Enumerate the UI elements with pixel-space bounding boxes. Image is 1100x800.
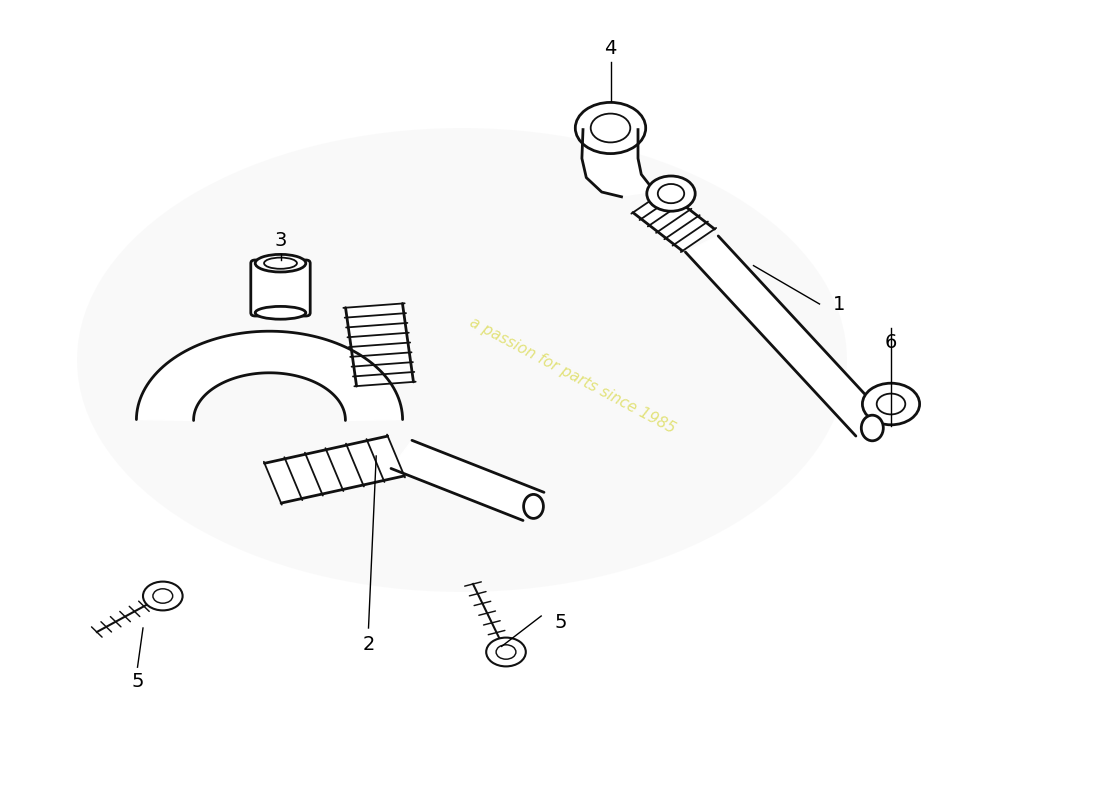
Ellipse shape (524, 494, 543, 518)
Circle shape (153, 589, 173, 603)
Ellipse shape (77, 128, 847, 592)
Text: 6: 6 (884, 333, 898, 352)
Circle shape (658, 184, 684, 203)
Polygon shape (582, 130, 663, 197)
Ellipse shape (264, 258, 297, 269)
Circle shape (496, 645, 516, 659)
Text: 5: 5 (554, 613, 568, 632)
Circle shape (143, 582, 183, 610)
Text: a passion for parts since 1985: a passion for parts since 1985 (466, 315, 678, 437)
Text: 1: 1 (833, 294, 846, 314)
Text: 3: 3 (274, 230, 287, 250)
Polygon shape (345, 303, 414, 386)
Polygon shape (632, 190, 715, 251)
Text: 2: 2 (362, 634, 375, 654)
Polygon shape (390, 440, 544, 521)
Circle shape (647, 176, 695, 211)
Polygon shape (264, 436, 405, 503)
Ellipse shape (255, 306, 306, 319)
Text: 5: 5 (131, 672, 144, 691)
Circle shape (877, 394, 905, 414)
Circle shape (591, 114, 630, 142)
Ellipse shape (861, 415, 883, 441)
Circle shape (575, 102, 646, 154)
Text: 4: 4 (604, 38, 617, 58)
Polygon shape (136, 331, 403, 421)
Ellipse shape (255, 254, 306, 272)
FancyBboxPatch shape (251, 260, 310, 316)
Polygon shape (685, 236, 889, 436)
Circle shape (486, 638, 526, 666)
Circle shape (862, 383, 920, 425)
